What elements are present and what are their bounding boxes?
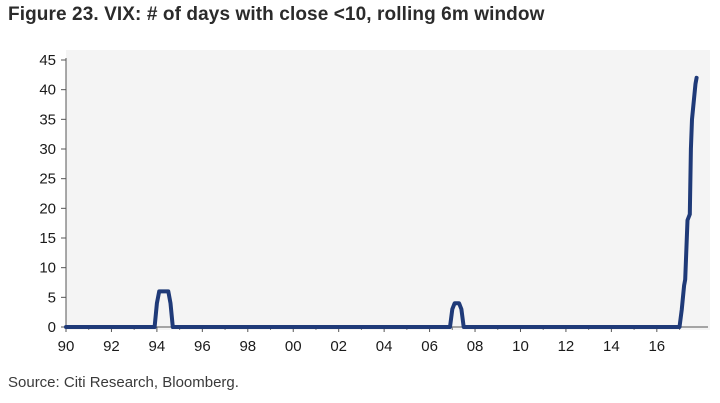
y-axis: 0 5 10 15 20 25 30 35 40 45 [39,52,66,336]
x-tick-label: 14 [603,338,620,355]
x-axis: 90 92 94 96 98 00 02 04 06 08 10 12 14 16 [58,327,681,355]
x-tick-label: 12 [558,338,575,355]
x-tick-label: 16 [648,338,665,355]
series-group [64,75,699,329]
x-tick-label: 90 [58,338,75,355]
y-tick-label: 35 [39,111,56,128]
y-tick-label: 15 [39,230,56,247]
y-tick-label: 5 [48,289,56,306]
source-note: Source: Citi Research, Bloomberg. [8,374,239,391]
y-tick-label: 30 [39,141,56,158]
x-tick-label: 02 [330,338,347,355]
x-tick-label: 96 [194,338,211,355]
x-tick-label: 10 [512,338,529,355]
x-tick-label: 00 [285,338,302,355]
x-tick-label: 08 [467,338,484,355]
y-tick-label: 45 [39,52,56,69]
x-tick-label: 92 [103,338,120,355]
chart-title: Figure 23. VIX: # of days with close <10… [8,4,545,25]
axes [65,58,708,328]
y-tick-label: 20 [39,200,56,217]
plot-area [66,50,710,330]
x-tick-label: 98 [239,338,256,355]
x-tick-label: 04 [376,338,393,355]
y-tick-label: 10 [39,260,56,277]
y-tick-label: 40 [39,82,56,99]
y-tick-label: 0 [48,319,56,336]
x-tick-label: 06 [421,338,438,355]
x-tick-label: 94 [149,338,166,355]
y-tick-label: 25 [39,171,56,188]
series-line [64,75,699,329]
